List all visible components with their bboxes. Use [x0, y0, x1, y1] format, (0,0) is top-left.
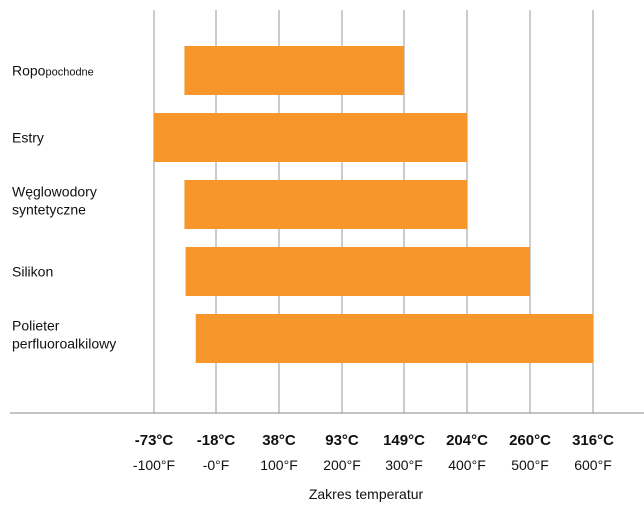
category-label: Ropopochodne: [12, 63, 94, 79]
x-axis-title: Zakres temperatur: [309, 486, 424, 502]
category-label: Polieter: [12, 318, 60, 334]
category-label: Silikon: [12, 264, 53, 280]
category-labels: Ropopochodne Estry Węglowodory syntetyczne S…: [12, 63, 116, 352]
category-label-small: pochodne: [45, 67, 93, 79]
tick-label-celsius: 204°C: [446, 432, 488, 449]
tick-label-fahrenheit: 200°F: [323, 457, 361, 473]
category-label-line2: syntetyczne: [12, 202, 86, 218]
category-label-main: Estry: [12, 130, 44, 146]
tick-label-celsius: 316°C: [572, 432, 614, 449]
tick-label-fahrenheit: 100°F: [260, 457, 298, 473]
range-bar: [154, 113, 467, 162]
tick-label-fahrenheit: 600°F: [574, 457, 612, 473]
tick-label-fahrenheit: -100°F: [133, 457, 175, 473]
category-label: Węglowodory: [12, 184, 97, 200]
tick-label-fahrenheit: -0°F: [203, 457, 230, 473]
tick-label-fahrenheit: 300°F: [385, 457, 423, 473]
range-bars: [154, 46, 593, 363]
range-bar: [184, 46, 404, 95]
tick-label-celsius: 149°C: [383, 432, 425, 449]
range-bar: [185, 247, 530, 296]
range-bar: [195, 314, 593, 363]
range-bar: [184, 180, 467, 229]
x-axis-tick-labels: -73°C -100°F -18°C -0°F 38°C 100°F 93°C 200°F 14…: [133, 432, 614, 473]
tick-label-fahrenheit: 500°F: [511, 457, 549, 473]
category-label-main: Silikon: [12, 264, 53, 280]
category-label-line2: perfluoroalkilowy: [12, 336, 116, 352]
category-label-main: Ropo: [12, 63, 46, 79]
tick-label-celsius: 38°C: [262, 432, 296, 449]
tick-label-celsius: 93°C: [325, 432, 359, 449]
tick-label-celsius: -73°C: [135, 432, 174, 449]
tick-label-celsius: -18°C: [197, 432, 236, 449]
tick-label-fahrenheit: 400°F: [448, 457, 486, 473]
category-label: Estry: [12, 130, 44, 146]
tick-label-celsius: 260°C: [509, 432, 551, 449]
